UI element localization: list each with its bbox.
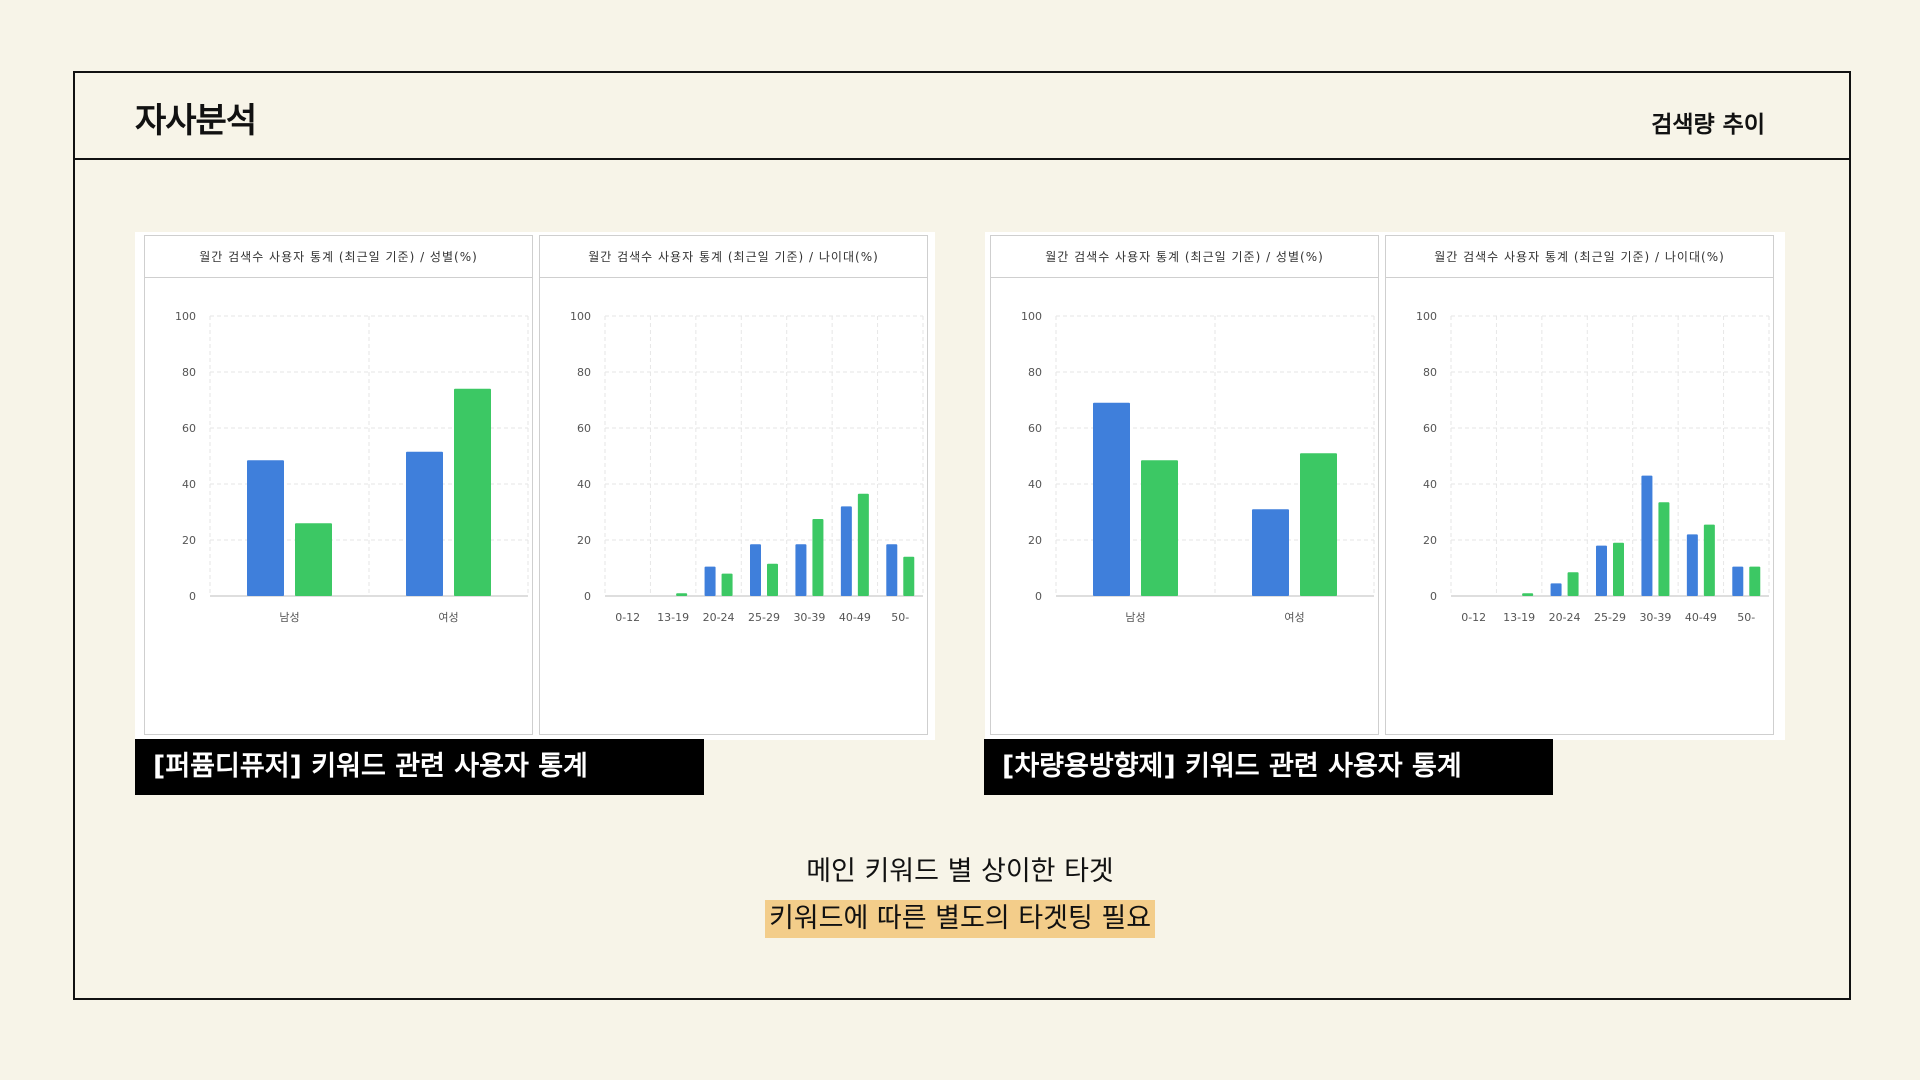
y-tick-label: 20 (1028, 534, 1042, 547)
y-tick-label: 80 (1028, 366, 1042, 379)
bar-blue (704, 566, 716, 596)
y-tick-label: 40 (1423, 478, 1437, 491)
bar-blue (247, 460, 284, 596)
y-tick-label: 60 (182, 422, 196, 435)
chart-gender-right: 0 20 40 60 80 100 남성 여성 (1021, 310, 1375, 624)
x-tick-label: 13-19 (657, 611, 689, 624)
bar-green (857, 493, 869, 596)
chart-card-age-left: 월간 검색수 사용자 통계 (최근일 기준) / 나이대(%) 0 20 40 60 8… (539, 235, 928, 735)
y-tick-label: 0 (1035, 590, 1042, 603)
chart-panel-left: 월간 검색수 사용자 통계 (최근일 기준) / 성별(%) 0 20 40 60 80… (135, 232, 935, 740)
y-tick-label: 60 (577, 422, 591, 435)
y-tick-label: 100 (1021, 310, 1042, 323)
bar-green (295, 523, 332, 596)
bar-green (1749, 566, 1761, 596)
bar-green (903, 556, 915, 596)
bar-green (1300, 453, 1337, 596)
x-tick-label: 20-24 (703, 611, 735, 624)
x-tick-label: 0-12 (1461, 611, 1486, 624)
bar-blue (840, 506, 852, 596)
bar-blue (1550, 583, 1562, 596)
chart-title: 월간 검색수 사용자 통계 (최근일 기준) / 성별(%) (145, 236, 532, 278)
bar-blue (1686, 534, 1698, 596)
bar-green (1567, 572, 1579, 596)
caption-perfume-diffuser: [퍼퓸디퓨저] 키워드 관련 사용자 통계 (135, 739, 704, 795)
y-tick-label: 20 (182, 534, 196, 547)
y-tick-label: 80 (577, 366, 591, 379)
x-tick-label: 40-49 (1685, 611, 1717, 624)
bar-blue (1252, 509, 1289, 596)
bar-blue (1596, 545, 1607, 596)
y-tick-label: 20 (1423, 534, 1437, 547)
x-tick-label: 남성 (1125, 611, 1145, 624)
y-tick-label: 40 (182, 478, 196, 491)
bar-green (676, 593, 688, 596)
section-title: 검색량 추이 (1651, 112, 1765, 138)
summary-line-1: 메인 키워드 별 상이한 타겟 (806, 856, 1114, 887)
bar-green (1613, 542, 1624, 596)
y-tick-label: 40 (577, 478, 591, 491)
x-tick-label: 40-49 (839, 611, 871, 624)
bar-green (767, 563, 778, 596)
x-tick-label: 여성 (1284, 611, 1304, 624)
summary-line-2-wrap: 키워드에 따른 별도의 타겟팅 필요 (0, 900, 1920, 938)
y-tick-label: 80 (182, 366, 196, 379)
chart-title: 월간 검색수 사용자 통계 (최근일 기준) / 나이대(%) (540, 236, 927, 278)
y-tick-label: 0 (584, 590, 591, 603)
summary-line-2-highlight: 키워드에 따른 별도의 타겟팅 필요 (764, 900, 1156, 938)
chart-card-gender-right: 월간 검색수 사용자 통계 (최근일 기준) / 성별(%) 0 20 40 60 80… (990, 235, 1379, 735)
chart-age-right: 0 20 40 60 80 100 0-12 13-19 20-24 25-29 30-39 40-4… (1416, 310, 1770, 624)
y-tick-label: 100 (1416, 310, 1437, 323)
x-tick-label: 25-29 (748, 611, 780, 624)
caption-car-freshener: [차량용방향제] 키워드 관련 사용자 통계 (984, 739, 1553, 795)
chart-title: 월간 검색수 사용자 통계 (최근일 기준) / 성별(%) (991, 236, 1378, 278)
x-tick-label: 50- (1737, 611, 1755, 624)
chart-title: 월간 검색수 사용자 통계 (최근일 기준) / 나이대(%) (1386, 236, 1773, 278)
bar-blue (750, 544, 761, 596)
bar-green (1658, 502, 1670, 596)
x-tick-label: 30-39 (1639, 611, 1671, 624)
y-tick-label: 100 (570, 310, 591, 323)
y-tick-label: 60 (1028, 422, 1042, 435)
brand-title: 자사분석 (135, 101, 257, 141)
bar-green (812, 519, 824, 596)
bar-blue (1641, 475, 1653, 596)
x-tick-label: 13-19 (1503, 611, 1535, 624)
x-tick-label: 0-12 (615, 611, 640, 624)
x-tick-label: 30-39 (793, 611, 825, 624)
y-tick-label: 0 (1430, 590, 1437, 603)
y-tick-label: 100 (175, 310, 196, 323)
y-tick-label: 0 (189, 590, 196, 603)
chart-age-left: 0 20 40 60 80 100 0-12 13-19 20-24 25-29 30-39 40-4… (570, 310, 924, 624)
y-tick-label: 40 (1028, 478, 1042, 491)
x-tick-label: 25-29 (1594, 611, 1626, 624)
x-tick-label: 20-24 (1549, 611, 1581, 624)
chart-panel-right: 월간 검색수 사용자 통계 (최근일 기준) / 성별(%) 0 20 40 60 80… (985, 232, 1785, 740)
chart-card-age-right: 월간 검색수 사용자 통계 (최근일 기준) / 나이대(%) 0 20 40 60 8… (1385, 235, 1774, 735)
bar-blue (795, 544, 807, 596)
x-tick-label: 50- (891, 611, 909, 624)
y-tick-label: 80 (1423, 366, 1437, 379)
x-tick-label: 남성 (279, 611, 299, 624)
bar-blue (886, 544, 898, 596)
chart-gender-left: 0 20 40 60 80 100 남성 여성 (175, 310, 529, 624)
bar-green (1703, 524, 1715, 596)
bar-green (1522, 593, 1534, 596)
bar-green (454, 388, 491, 596)
bar-blue (406, 451, 443, 596)
slide-frame: 자사분석 검색량 추이 (73, 71, 1851, 1000)
chart-card-gender-left: 월간 검색수 사용자 통계 (최근일 기준) / 성별(%) 0 20 40 60 80… (144, 235, 533, 735)
x-tick-label: 여성 (438, 611, 458, 624)
bar-green (721, 573, 733, 596)
bar-blue (1732, 566, 1744, 596)
y-tick-label: 20 (577, 534, 591, 547)
bar-blue (1093, 402, 1130, 596)
bar-green (1141, 460, 1178, 596)
y-tick-label: 60 (1423, 422, 1437, 435)
slide-header: 자사분석 검색량 추이 (75, 73, 1849, 160)
